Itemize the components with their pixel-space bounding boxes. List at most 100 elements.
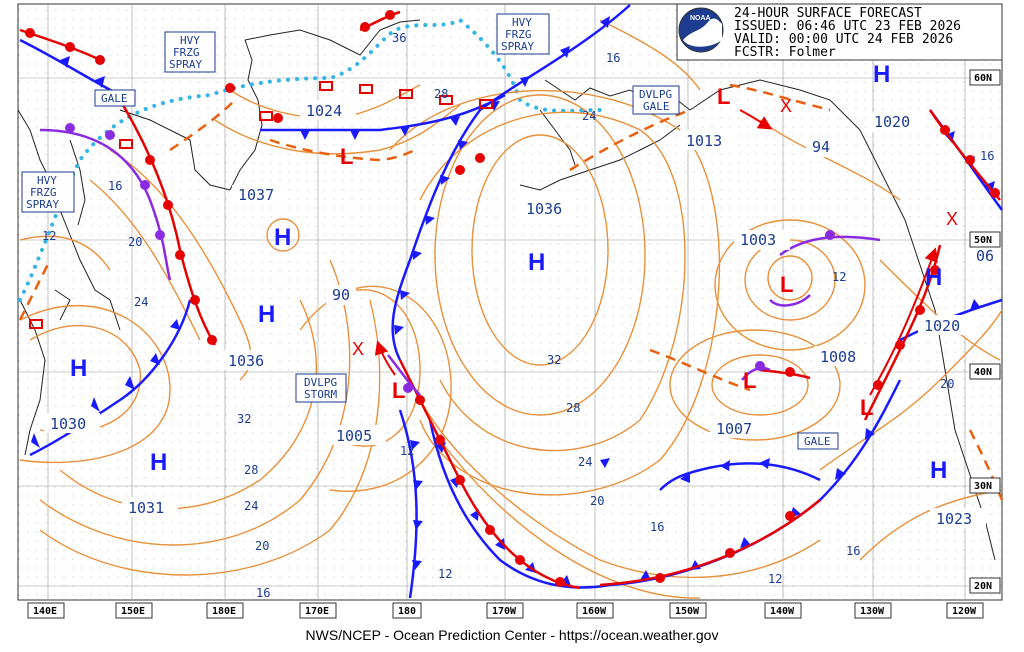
pressure-1005: 1005 [336, 427, 372, 445]
gale-warning-1: GALE [94, 89, 136, 107]
wave-label: 12 [438, 567, 452, 581]
wave-label: 32 [547, 353, 561, 367]
warning-line: FRZG [173, 46, 200, 59]
warning-line: GALE [804, 435, 831, 448]
wave-height-labels: 36 28 16 24 16 20 24 12 32 28 24 20 16 1… [42, 31, 994, 600]
ridge-boxes [29, 81, 493, 329]
developing-storm-warning: DVLPG STORM [295, 373, 347, 403]
wave-label: 20 [590, 494, 604, 508]
noaa-logo: NOAA [678, 7, 724, 53]
pressure-1031: 1031 [128, 499, 164, 517]
footer-credit: NWS/NCEP - Ocean Prediction Center - htt… [306, 627, 719, 643]
high-center-6: H [528, 249, 545, 276]
wave-label: 12 [832, 270, 846, 284]
pressure-94: 94 [812, 138, 830, 156]
occluded-symbols [65, 123, 835, 393]
developing-gale-warning: DVLPG GALE [632, 85, 680, 115]
freezing-spray-warning-1: HVY FRZG SPRAY [164, 31, 216, 73]
low-marker-2: X [780, 96, 792, 116]
high-centers: H H H H H H H H [70, 61, 947, 484]
lat-label-60n: 60N [974, 73, 992, 84]
warning-line: GALE [643, 100, 670, 113]
forecast-valid: VALID: 00:00 UTC 24 FEB 2026 [734, 32, 953, 47]
low-center-5: L [743, 368, 756, 393]
ice-edge-line [18, 17, 602, 302]
forecast-forecaster: FCSTR: Folmer [734, 45, 836, 60]
freezing-spray-warning-3: HVY FRZG SPRAY [21, 171, 75, 213]
lon-label: 120W [952, 606, 977, 617]
lon-label: 140W [770, 606, 795, 617]
low-marker-3: X [946, 209, 958, 229]
wave-label: 16 [980, 149, 994, 163]
lon-label: 170W [492, 606, 517, 617]
warning-line: DVLPG [304, 376, 337, 389]
high-center-7: H [925, 264, 942, 291]
warning-line: HVY [180, 34, 200, 47]
wave-label: 32 [237, 412, 251, 426]
wave-label: 12 [42, 229, 56, 243]
storm-track-arrows [374, 109, 938, 396]
pressure-1007: 1007 [716, 420, 752, 438]
pressure-1036w: 1036 [228, 352, 264, 370]
low-markers: X X X [352, 96, 958, 359]
lon-label: 140E [33, 606, 57, 617]
low-centers: L L L L L L [340, 84, 873, 420]
high-center-3: H [258, 301, 275, 328]
warning-line: GALE [101, 92, 128, 105]
lat-label-20n: 20N [974, 581, 992, 592]
forecast-issued: ISSUED: 06:46 UTC 23 FEB 2026 [734, 19, 961, 34]
lon-label: 150E [121, 606, 145, 617]
pressure-1036c: 1036 [526, 200, 562, 218]
warning-line: FRZG [30, 186, 57, 199]
warning-line: FRZG [505, 28, 532, 41]
low-center-3: L [717, 84, 730, 109]
lon-label: 150W [675, 606, 700, 617]
isobars [19, 19, 1003, 599]
wave-label: 28 [244, 463, 258, 477]
forecast-header: NOAA 24-HOUR SURFACE FORECAST ISSUED: 06… [676, 3, 1003, 61]
lat-label-40n: 40N [974, 367, 992, 378]
high-center-4: H [70, 355, 87, 382]
pressure-1003: 1003 [740, 231, 776, 249]
low-center-6: L [860, 395, 873, 420]
wave-label: 24 [244, 499, 258, 513]
wave-label: 20 [128, 235, 142, 249]
pressure-06: 06 [976, 247, 994, 265]
wave-label: 36 [392, 31, 406, 45]
pressure-1020ne: 1020 [874, 113, 910, 131]
high-center-8: H [930, 457, 947, 484]
warning-line: SPRAY [26, 198, 59, 211]
warning-line: SPRAY [169, 58, 202, 71]
wave-label: 16 [650, 520, 664, 534]
warning-line: STORM [304, 388, 337, 401]
lon-label: 170E [305, 606, 329, 617]
forecast-title: 24-HOUR SURFACE FORECAST [734, 6, 922, 21]
pressure-90: 90 [332, 286, 350, 304]
latitude-labels: 60N 50N 40N 30N 20N [969, 69, 1001, 594]
lon-label: 160W [582, 606, 607, 617]
wave-label: 28 [566, 401, 580, 415]
high-center-5: H [150, 449, 167, 476]
warning-line: SPRAY [501, 40, 534, 53]
lon-label: 180 [398, 606, 416, 617]
longitude-labels: 140E 150E 180E 170E 180 170W 160W 150W 1… [27, 602, 984, 619]
lat-label-50n: 50N [974, 235, 992, 246]
wave-label: 20 [940, 377, 954, 391]
pressure-labels: 1024 1037 1036 1030 1031 1005 90 1036 10… [44, 100, 1000, 528]
wave-label: 24 [134, 295, 148, 309]
warning-line: DVLPG [639, 88, 672, 101]
pressure-1030: 1030 [50, 415, 86, 433]
occluded-fronts [39, 128, 881, 396]
pressure-1037: 1037 [238, 186, 274, 204]
wave-label: 16 [256, 586, 270, 600]
pressure-1013: 1013 [686, 132, 722, 150]
high-center-1: H [873, 61, 890, 88]
warning-line: HVY [512, 16, 532, 29]
freezing-spray-warning-2: HVY FRZG SPRAY [496, 13, 550, 55]
lat-label-30n: 30N [974, 481, 992, 492]
pressure-1008: 1008 [820, 348, 856, 366]
lon-label: 130W [860, 606, 885, 617]
map-frame [17, 3, 1003, 601]
wave-label: 16 [606, 51, 620, 65]
